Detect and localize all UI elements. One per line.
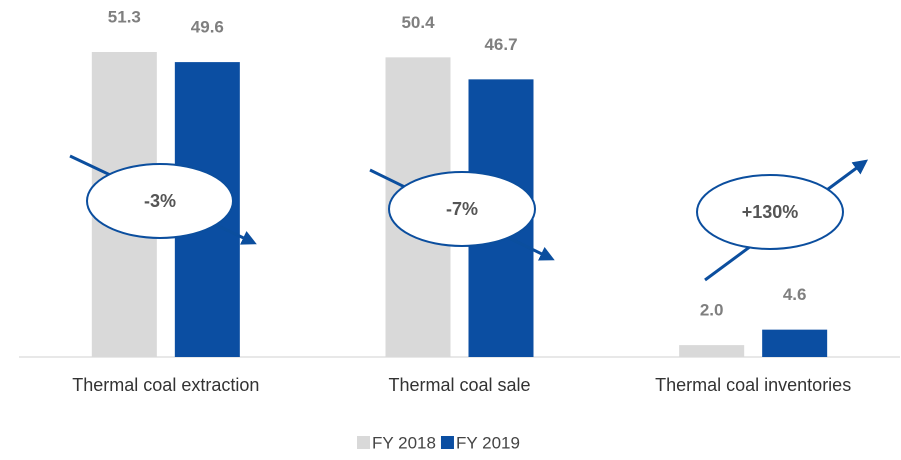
- data-label: 46.7: [484, 35, 517, 54]
- annotation-bubble: [388, 171, 536, 247]
- data-label: 4.6: [783, 285, 807, 304]
- x-tick-label: Thermal coal inventories: [655, 375, 851, 395]
- legend-swatch: [440, 436, 454, 449]
- bar: [762, 329, 828, 357]
- annotation-text: -3%: [144, 191, 176, 211]
- annotation-text: -7%: [446, 199, 478, 219]
- data-label: 49.6: [191, 18, 224, 37]
- annotation-bubble: [86, 163, 234, 239]
- legend-label: FY 2018: [372, 433, 436, 452]
- x-tick-label: Thermal coal extraction: [72, 375, 259, 395]
- data-label: 2.0: [700, 301, 724, 320]
- annotation-bubble: [696, 174, 844, 250]
- legend-label: FY 2019: [456, 433, 520, 452]
- legend-swatch: [357, 436, 370, 449]
- annotation-text: +130%: [742, 202, 799, 222]
- data-label: 50.4: [401, 13, 435, 32]
- x-tick-label: Thermal coal sale: [388, 375, 530, 395]
- bar: [679, 345, 745, 357]
- data-label: 51.3: [108, 7, 141, 26]
